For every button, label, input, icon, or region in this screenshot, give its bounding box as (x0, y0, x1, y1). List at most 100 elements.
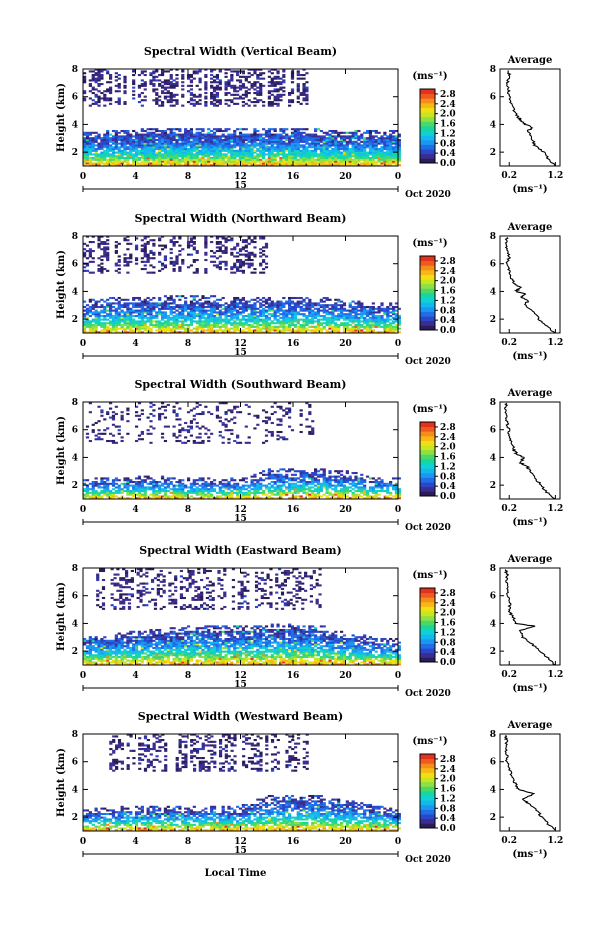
heatmap-cell (103, 300, 107, 303)
heatmap-cell (108, 81, 113, 84)
heatmap-cell (273, 102, 277, 105)
heatmap-cell (282, 162, 286, 165)
heatmap-cell (163, 486, 168, 489)
heatmap-cell (394, 155, 399, 158)
heatmap-cell (158, 133, 162, 136)
heatmap-cell (160, 158, 165, 161)
heatmap-cell (244, 314, 248, 318)
heatmap-cell (342, 149, 347, 152)
heatmap-cell (374, 156, 378, 160)
heatmap-cell (221, 320, 225, 323)
heatmap-cell (189, 244, 194, 247)
heatmap-cell (285, 142, 289, 145)
heatmap-cell (264, 158, 269, 161)
heatmap-cell (181, 164, 185, 167)
heatmap-cell (230, 137, 234, 140)
heatmap-cell (120, 304, 124, 307)
heatmap-cell (132, 311, 136, 314)
heatmap-cell (218, 329, 222, 332)
heatmap-cell (189, 314, 194, 318)
heatmap-cell (212, 128, 217, 131)
heatmap-cell (97, 156, 101, 160)
heatmap-cell (227, 84, 231, 87)
heatmap-cell (386, 307, 390, 310)
heatmap-cell (334, 142, 338, 145)
heatmap-cell (368, 322, 373, 325)
heatmap-cell (368, 137, 373, 140)
heatmap-cell (97, 72, 101, 75)
heatmap-cell (97, 264, 101, 267)
heatmap-cell (238, 313, 243, 316)
colorbar-segment (420, 121, 435, 127)
heatmap-cell (282, 316, 286, 319)
heatmap-cell (230, 248, 234, 251)
heatmap-cell (238, 95, 243, 98)
heatmap-cell (201, 314, 205, 318)
heatmap-cell (389, 135, 393, 138)
heatmap-cell (270, 322, 274, 325)
heatmap-cell (192, 307, 196, 310)
heatmap-cell (218, 101, 222, 104)
heatmap-cell (140, 239, 144, 242)
heatmap-cell (108, 322, 113, 325)
heatmap-cell (319, 140, 323, 143)
heatmap-cell (290, 92, 295, 95)
heatmap-cell (354, 302, 358, 305)
heatmap-cell (140, 138, 144, 142)
heatmap-cell (337, 298, 341, 301)
heatmap-cell (100, 92, 104, 95)
heatmap-cell (331, 138, 335, 142)
heatmap-cell (282, 135, 286, 138)
heatmap-cell (224, 92, 228, 95)
heatmap-cell (267, 329, 271, 332)
heatmap-cell (267, 162, 271, 165)
heatmap-cell (152, 156, 156, 160)
heatmap-cell (233, 320, 237, 323)
heatmap-cell (88, 153, 92, 156)
heatmap-cell (270, 156, 274, 160)
heatmap-cell (212, 307, 217, 310)
heatmap-cell (158, 327, 162, 330)
heatmap-cell (103, 251, 107, 254)
heatmap-cell (195, 102, 199, 105)
heatmap-cell (100, 329, 104, 332)
heatmap-cell (276, 307, 280, 310)
heatmap-cell (137, 313, 142, 316)
heatmap-cell (238, 81, 243, 84)
heatmap-cell (394, 138, 399, 142)
heatmap-cell (264, 300, 269, 303)
heatmap-cell (212, 147, 217, 151)
heatmap-cell (348, 305, 352, 309)
heatmap-cell (334, 135, 338, 138)
heatmap-cell (389, 140, 393, 143)
heatmap-cell (282, 73, 286, 77)
heatmap-cell (152, 140, 156, 143)
heatmap-cell (123, 323, 127, 327)
heatmap-cell (244, 86, 248, 89)
heatmap-cell (227, 92, 231, 95)
heatmap-cell (169, 93, 173, 96)
heatmap-cell (238, 259, 243, 262)
heatmap-cell (337, 158, 341, 161)
heatmap-cell (267, 128, 271, 131)
heatmap-cell (140, 302, 144, 305)
heatmap-cell (389, 322, 393, 325)
heatmap-cell (256, 129, 260, 133)
heatmap-cell (386, 158, 390, 161)
heatmap-cell (158, 104, 162, 107)
heatmap-cell (256, 149, 260, 152)
heatmap-cell (215, 316, 220, 319)
heatmap-cell (212, 68, 217, 71)
heatmap-cell (296, 86, 300, 89)
heatmap-cell (149, 155, 153, 158)
heatmap-cell (256, 316, 260, 319)
heatmap-cell (198, 138, 202, 142)
heatmap-cell (288, 309, 292, 312)
heatmap-cell (238, 138, 243, 142)
heatmap-cell (195, 313, 199, 316)
heatmap-cell (108, 327, 113, 330)
heatmap-cell (126, 239, 130, 242)
heatmap-cell (264, 302, 269, 305)
heatmap-cell (279, 316, 283, 319)
heatmap-cell (210, 255, 214, 258)
